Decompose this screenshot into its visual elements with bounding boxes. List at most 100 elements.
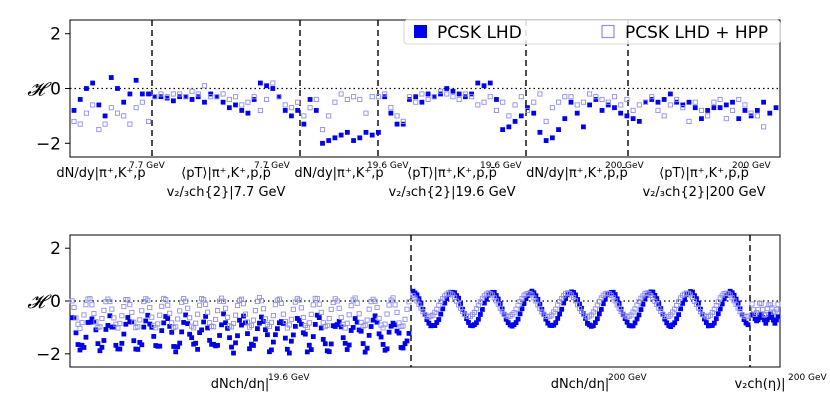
top-point-lhd — [543, 138, 549, 143]
bottom-point-lhd — [769, 313, 775, 319]
bottom-point-hpp — [402, 316, 408, 322]
bottom-point-hpp — [394, 309, 400, 315]
bottom-point-hpp — [348, 303, 354, 309]
top-point-hpp — [661, 113, 667, 119]
bottom-point-hpp — [754, 310, 760, 316]
top-point-lhd — [394, 121, 400, 127]
top-point-hpp — [363, 110, 369, 116]
bottom-point-lhd — [261, 319, 266, 324]
top-group-sup: 19.6 GeV — [480, 161, 522, 171]
bottom-point-lhd — [436, 317, 442, 322]
top-point-lhd — [146, 91, 151, 97]
bottom-point-hpp — [767, 302, 773, 308]
top-point-lhd — [487, 80, 493, 86]
top-point-lhd — [407, 97, 412, 102]
bottom-point-hpp — [364, 317, 370, 323]
top-point-lhd — [500, 127, 506, 132]
bottom-point-lhd — [414, 292, 420, 298]
top-point-hpp — [319, 127, 326, 133]
top-point-hpp — [96, 127, 102, 133]
top-point-lhd — [494, 97, 499, 102]
top-point-lhd — [121, 99, 127, 105]
top-point-lhd — [152, 94, 158, 100]
top-group-sup: 200 GeV — [605, 161, 645, 171]
bottom-point-hpp — [354, 300, 360, 306]
top-point-lhd — [431, 94, 437, 100]
bottom-point-lhd — [662, 316, 668, 322]
bottom-group-sup: 200 GeV — [608, 373, 648, 383]
bottom-point-hpp — [240, 301, 247, 307]
bottom-point-hpp — [109, 306, 115, 312]
top-point-hpp — [437, 88, 444, 94]
top-ytick-label: 0 — [50, 80, 61, 100]
bottom-point-lhd — [372, 313, 378, 319]
top-point-lhd — [761, 99, 766, 105]
bottom-point-lhd — [306, 342, 312, 348]
top-ytick-label: 2 — [50, 25, 61, 45]
top-point-lhd — [562, 116, 568, 122]
bottom-point-hpp — [308, 311, 314, 317]
bottom-point-lhd — [215, 342, 220, 348]
bottom-point-lhd — [440, 306, 446, 312]
top-point-hpp — [152, 94, 158, 100]
bottom-point-hpp — [775, 301, 781, 307]
bottom-point-lhd — [312, 322, 318, 327]
bottom-group-sup: 19.6 GeV — [268, 373, 310, 383]
bottom-point-lhd — [444, 296, 450, 301]
top-point-lhd — [506, 124, 512, 130]
bottom-point-hpp — [101, 307, 107, 313]
bottom-point-hpp — [352, 295, 358, 301]
top-point-hpp — [574, 102, 580, 108]
bottom-point-lhd — [563, 296, 569, 301]
bottom-point-lhd — [290, 332, 296, 338]
bottom-point-lhd — [344, 347, 350, 352]
top-point-hpp — [344, 96, 350, 103]
top-ylabel: 𝓗 — [27, 79, 52, 101]
bottom-point-hpp — [270, 313, 276, 319]
bottom-point-lhd — [284, 346, 290, 352]
top-point-hpp — [251, 94, 257, 100]
bottom-point-hpp — [356, 311, 362, 317]
bottom-point-lhd — [672, 320, 678, 326]
top-point-hpp — [270, 80, 276, 86]
bottom-point-lhd — [272, 332, 278, 338]
top-point-lhd — [723, 102, 729, 108]
bottom-point-lhd — [571, 290, 576, 295]
bottom-point-hpp — [195, 311, 201, 317]
top-point-hpp — [394, 113, 400, 119]
bottom-point-hpp — [262, 316, 268, 322]
top-point-lhd — [245, 110, 251, 116]
top-point-lhd — [525, 105, 530, 111]
top-point-lhd — [587, 102, 593, 108]
bottom-point-lhd — [346, 342, 352, 348]
bottom-point-hpp — [139, 308, 145, 314]
top-point-lhd — [699, 116, 704, 122]
top-point-lhd — [338, 132, 344, 138]
bottom-point-hpp — [750, 307, 757, 313]
top-point-hpp — [549, 105, 555, 111]
bottom-point-lhd — [638, 307, 644, 312]
top-point-hpp — [145, 118, 152, 124]
bottom-point-lhd — [189, 335, 195, 341]
top-point-lhd — [71, 108, 77, 113]
bottom-point-lhd — [316, 315, 322, 320]
bottom-point-hpp — [83, 302, 89, 308]
top-point-lhd — [475, 80, 481, 86]
top-point-lhd — [612, 105, 617, 111]
top-point-lhd — [326, 138, 332, 143]
top-point-lhd — [556, 127, 561, 132]
top-point-hpp — [500, 99, 506, 105]
bottom-point-lhd — [251, 343, 256, 348]
bottom-point-lhd — [326, 349, 332, 355]
bottom-point-lhd — [513, 320, 519, 326]
bottom-point-lhd — [703, 320, 709, 325]
bottom-point-lhd — [745, 322, 751, 328]
top-point-hpp — [655, 107, 661, 113]
bottom-point-hpp — [400, 323, 406, 329]
bottom-point-lhd — [766, 315, 772, 320]
top-group-sup: 19.6 GeV — [367, 161, 409, 171]
top-point-lhd — [102, 113, 108, 119]
top-point-lhd — [376, 129, 381, 135]
bottom-point-lhd — [143, 318, 149, 324]
